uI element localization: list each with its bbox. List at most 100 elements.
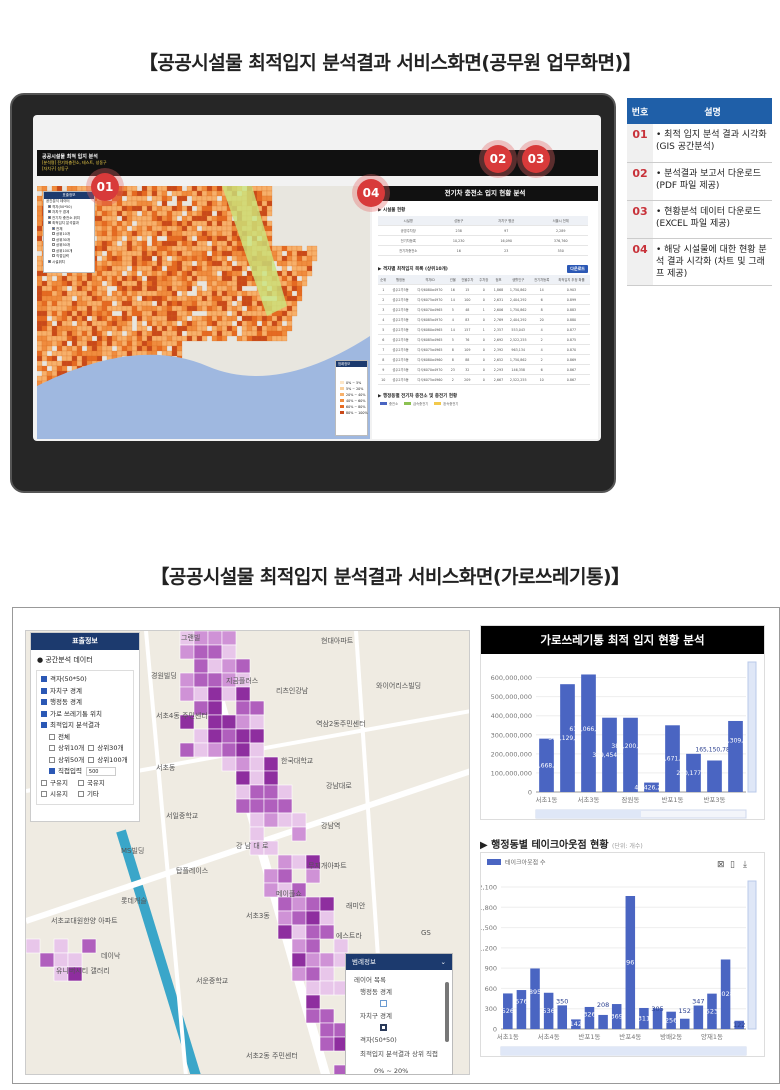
grid-cell xyxy=(211,200,218,207)
grid-cell xyxy=(101,220,108,227)
grid-cell xyxy=(111,265,118,272)
layer-label: 전체 xyxy=(56,226,63,231)
table-cell: 8 xyxy=(530,304,553,315)
grid-cell xyxy=(111,220,118,227)
grid-cell xyxy=(71,335,78,342)
grid-cell xyxy=(66,320,73,327)
checkbox[interactable] xyxy=(49,745,55,751)
x-tick-label: 반포3동 xyxy=(703,795,725,804)
grid-cell xyxy=(166,305,173,312)
gis-map[interactable]: 표출정보 공간분석 데이터 격자(50*50) 자치구 경계 전기차 충전소 위치 최적… xyxy=(37,186,370,439)
checkbox[interactable] xyxy=(49,733,55,740)
grid-cell xyxy=(221,742,237,758)
table-cell: 2,692 xyxy=(491,334,506,345)
grid-cell xyxy=(186,280,193,287)
excel-icon[interactable]: ⊠ xyxy=(717,860,725,870)
checkbox[interactable] xyxy=(41,699,47,705)
document-icon[interactable]: ▯ xyxy=(730,860,735,870)
checkbox[interactable] xyxy=(41,779,47,786)
checkbox[interactable] xyxy=(88,756,95,763)
grid-cell xyxy=(61,355,68,362)
grid-cell xyxy=(221,335,228,342)
grid-cell xyxy=(81,340,88,347)
grid-cell xyxy=(256,325,263,332)
grid-cell xyxy=(71,345,78,352)
grid-cell xyxy=(121,295,128,302)
grid-cell xyxy=(249,700,265,716)
grid-cell xyxy=(61,330,68,337)
legend-swatch xyxy=(487,859,501,865)
grid-cell xyxy=(141,305,148,312)
grid-cell xyxy=(201,295,208,302)
legend-scrollbar[interactable] xyxy=(445,982,449,1042)
checkbox[interactable] xyxy=(77,779,84,786)
grid-cell xyxy=(136,320,143,327)
zoom-slider-handle[interactable] xyxy=(536,810,641,818)
grid-cell xyxy=(161,260,168,267)
grid-cell xyxy=(151,295,158,302)
grid-cell xyxy=(126,200,133,207)
grid-cell xyxy=(91,320,98,327)
grid-cell xyxy=(241,330,248,337)
grid-cell xyxy=(56,330,63,337)
grid-cell xyxy=(191,210,198,217)
grid-cell xyxy=(116,280,123,287)
checkbox[interactable] xyxy=(49,756,55,763)
grid-cell xyxy=(116,340,123,347)
grid-cell xyxy=(211,225,218,232)
layer-item: 상위100개 xyxy=(44,248,94,255)
grid-cell xyxy=(116,200,123,207)
zoom-slider-vertical[interactable] xyxy=(747,880,757,1030)
map-label: 강 남 대 로 xyxy=(236,842,269,850)
screen-1: 공공시설물 최적 입지 분석 [분석명] 전기차충전소, 테스트, 성동구 [자… xyxy=(33,115,601,441)
grid-cell xyxy=(151,250,158,257)
grid-cell xyxy=(121,230,128,237)
grid-cell xyxy=(263,812,279,828)
checkbox[interactable] xyxy=(41,676,47,682)
zoom-slider-vertical[interactable] xyxy=(747,661,757,793)
grid-cell xyxy=(221,275,228,282)
grid-cell xyxy=(121,240,128,247)
grid-cell xyxy=(86,335,93,342)
layer-item: 상위10개 xyxy=(44,232,94,238)
checkbox[interactable] xyxy=(41,722,47,728)
grid-cell xyxy=(201,255,208,262)
grid-cell xyxy=(96,240,103,247)
legend-item: 격자(50*50) xyxy=(354,1036,440,1050)
checkbox[interactable] xyxy=(41,687,47,694)
checkbox[interactable] xyxy=(41,791,47,797)
ranking-download-button[interactable]: 다운로드 xyxy=(567,265,588,273)
grid-cell xyxy=(305,994,321,1010)
checkbox[interactable] xyxy=(88,745,95,751)
grid-cell xyxy=(236,310,243,317)
grid-cell xyxy=(291,966,307,982)
data-label: 576 xyxy=(515,998,527,1006)
checkbox[interactable] xyxy=(41,710,47,717)
grid-cell xyxy=(156,205,163,212)
chevron-down-icon[interactable]: ⌄ xyxy=(440,958,446,966)
grid-cell xyxy=(151,195,158,202)
table-cell: 0.870 xyxy=(552,344,590,355)
grid-cell xyxy=(151,215,158,222)
download-icon[interactable]: ⤓ xyxy=(743,860,747,870)
grid-cell xyxy=(156,220,163,227)
grid-cell xyxy=(61,300,68,307)
column-header: 순위 xyxy=(378,275,389,285)
zoom-slider-handle[interactable] xyxy=(501,1047,746,1055)
grid-cell xyxy=(166,285,173,292)
grid-cell xyxy=(121,340,128,347)
grid-cell xyxy=(136,310,143,317)
checkbox-label: 구유지 xyxy=(50,778,68,787)
legend-swatch xyxy=(380,1000,387,1007)
grid-cell xyxy=(171,210,178,217)
checkbox[interactable] xyxy=(49,768,55,774)
table-cell: 2,404,292 xyxy=(505,294,531,305)
grid-cell xyxy=(116,225,123,232)
checkbox[interactable] xyxy=(77,791,84,797)
direct-input[interactable]: 500 xyxy=(85,766,116,776)
grid-cell xyxy=(53,952,69,968)
grid-cell xyxy=(221,330,228,337)
grid-cell xyxy=(176,275,183,282)
grid-cell xyxy=(101,235,108,242)
table-cell: 0.867 xyxy=(552,364,590,375)
